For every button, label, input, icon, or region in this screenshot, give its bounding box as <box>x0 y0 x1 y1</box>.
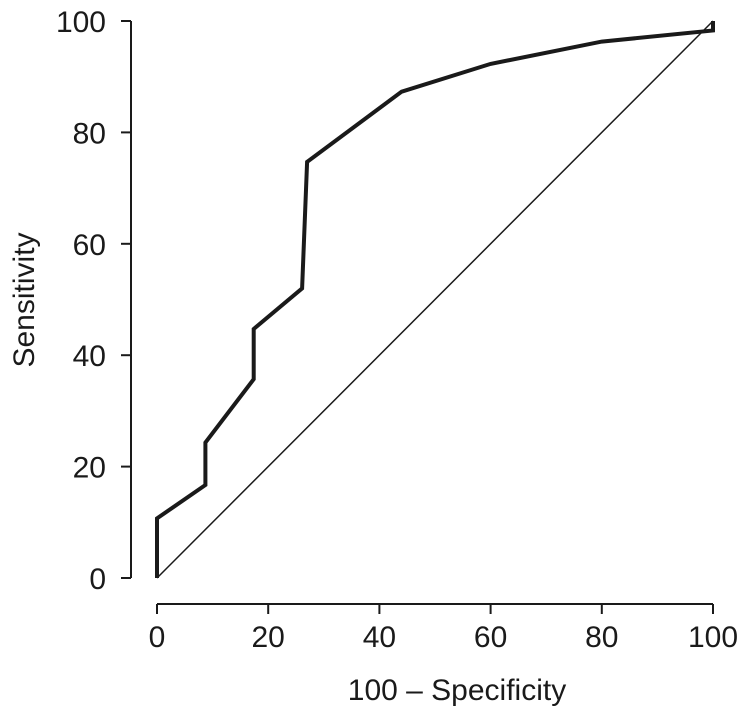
series-layer <box>155 20 715 579</box>
axes <box>130 21 713 605</box>
x-tick-label: 0 <box>149 621 166 654</box>
y-axis-ticks: 0 20 40 60 80 100 <box>56 6 131 596</box>
y-tick-label: 0 <box>89 563 106 596</box>
y-tick-label: 80 <box>73 117 106 150</box>
roc-curve-line <box>155 21 715 578</box>
x-axis-title: 100 – Specificity <box>348 674 566 707</box>
x-tick-label: 80 <box>585 621 618 654</box>
x-tick-label: 40 <box>363 621 396 654</box>
y-tick-label: 100 <box>56 6 106 39</box>
x-tick-label: 60 <box>474 621 507 654</box>
reference-diagonal-line <box>156 20 714 579</box>
y-axis-title: Sensitivity <box>8 232 41 367</box>
y-tick-label: 40 <box>73 340 106 373</box>
y-tick-label: 60 <box>73 229 106 262</box>
y-tick-label: 20 <box>73 452 106 485</box>
x-axis-ticks: 0 20 40 60 80 100 <box>149 604 738 654</box>
x-tick-label: 100 <box>688 621 738 654</box>
x-tick-label: 20 <box>252 621 285 654</box>
